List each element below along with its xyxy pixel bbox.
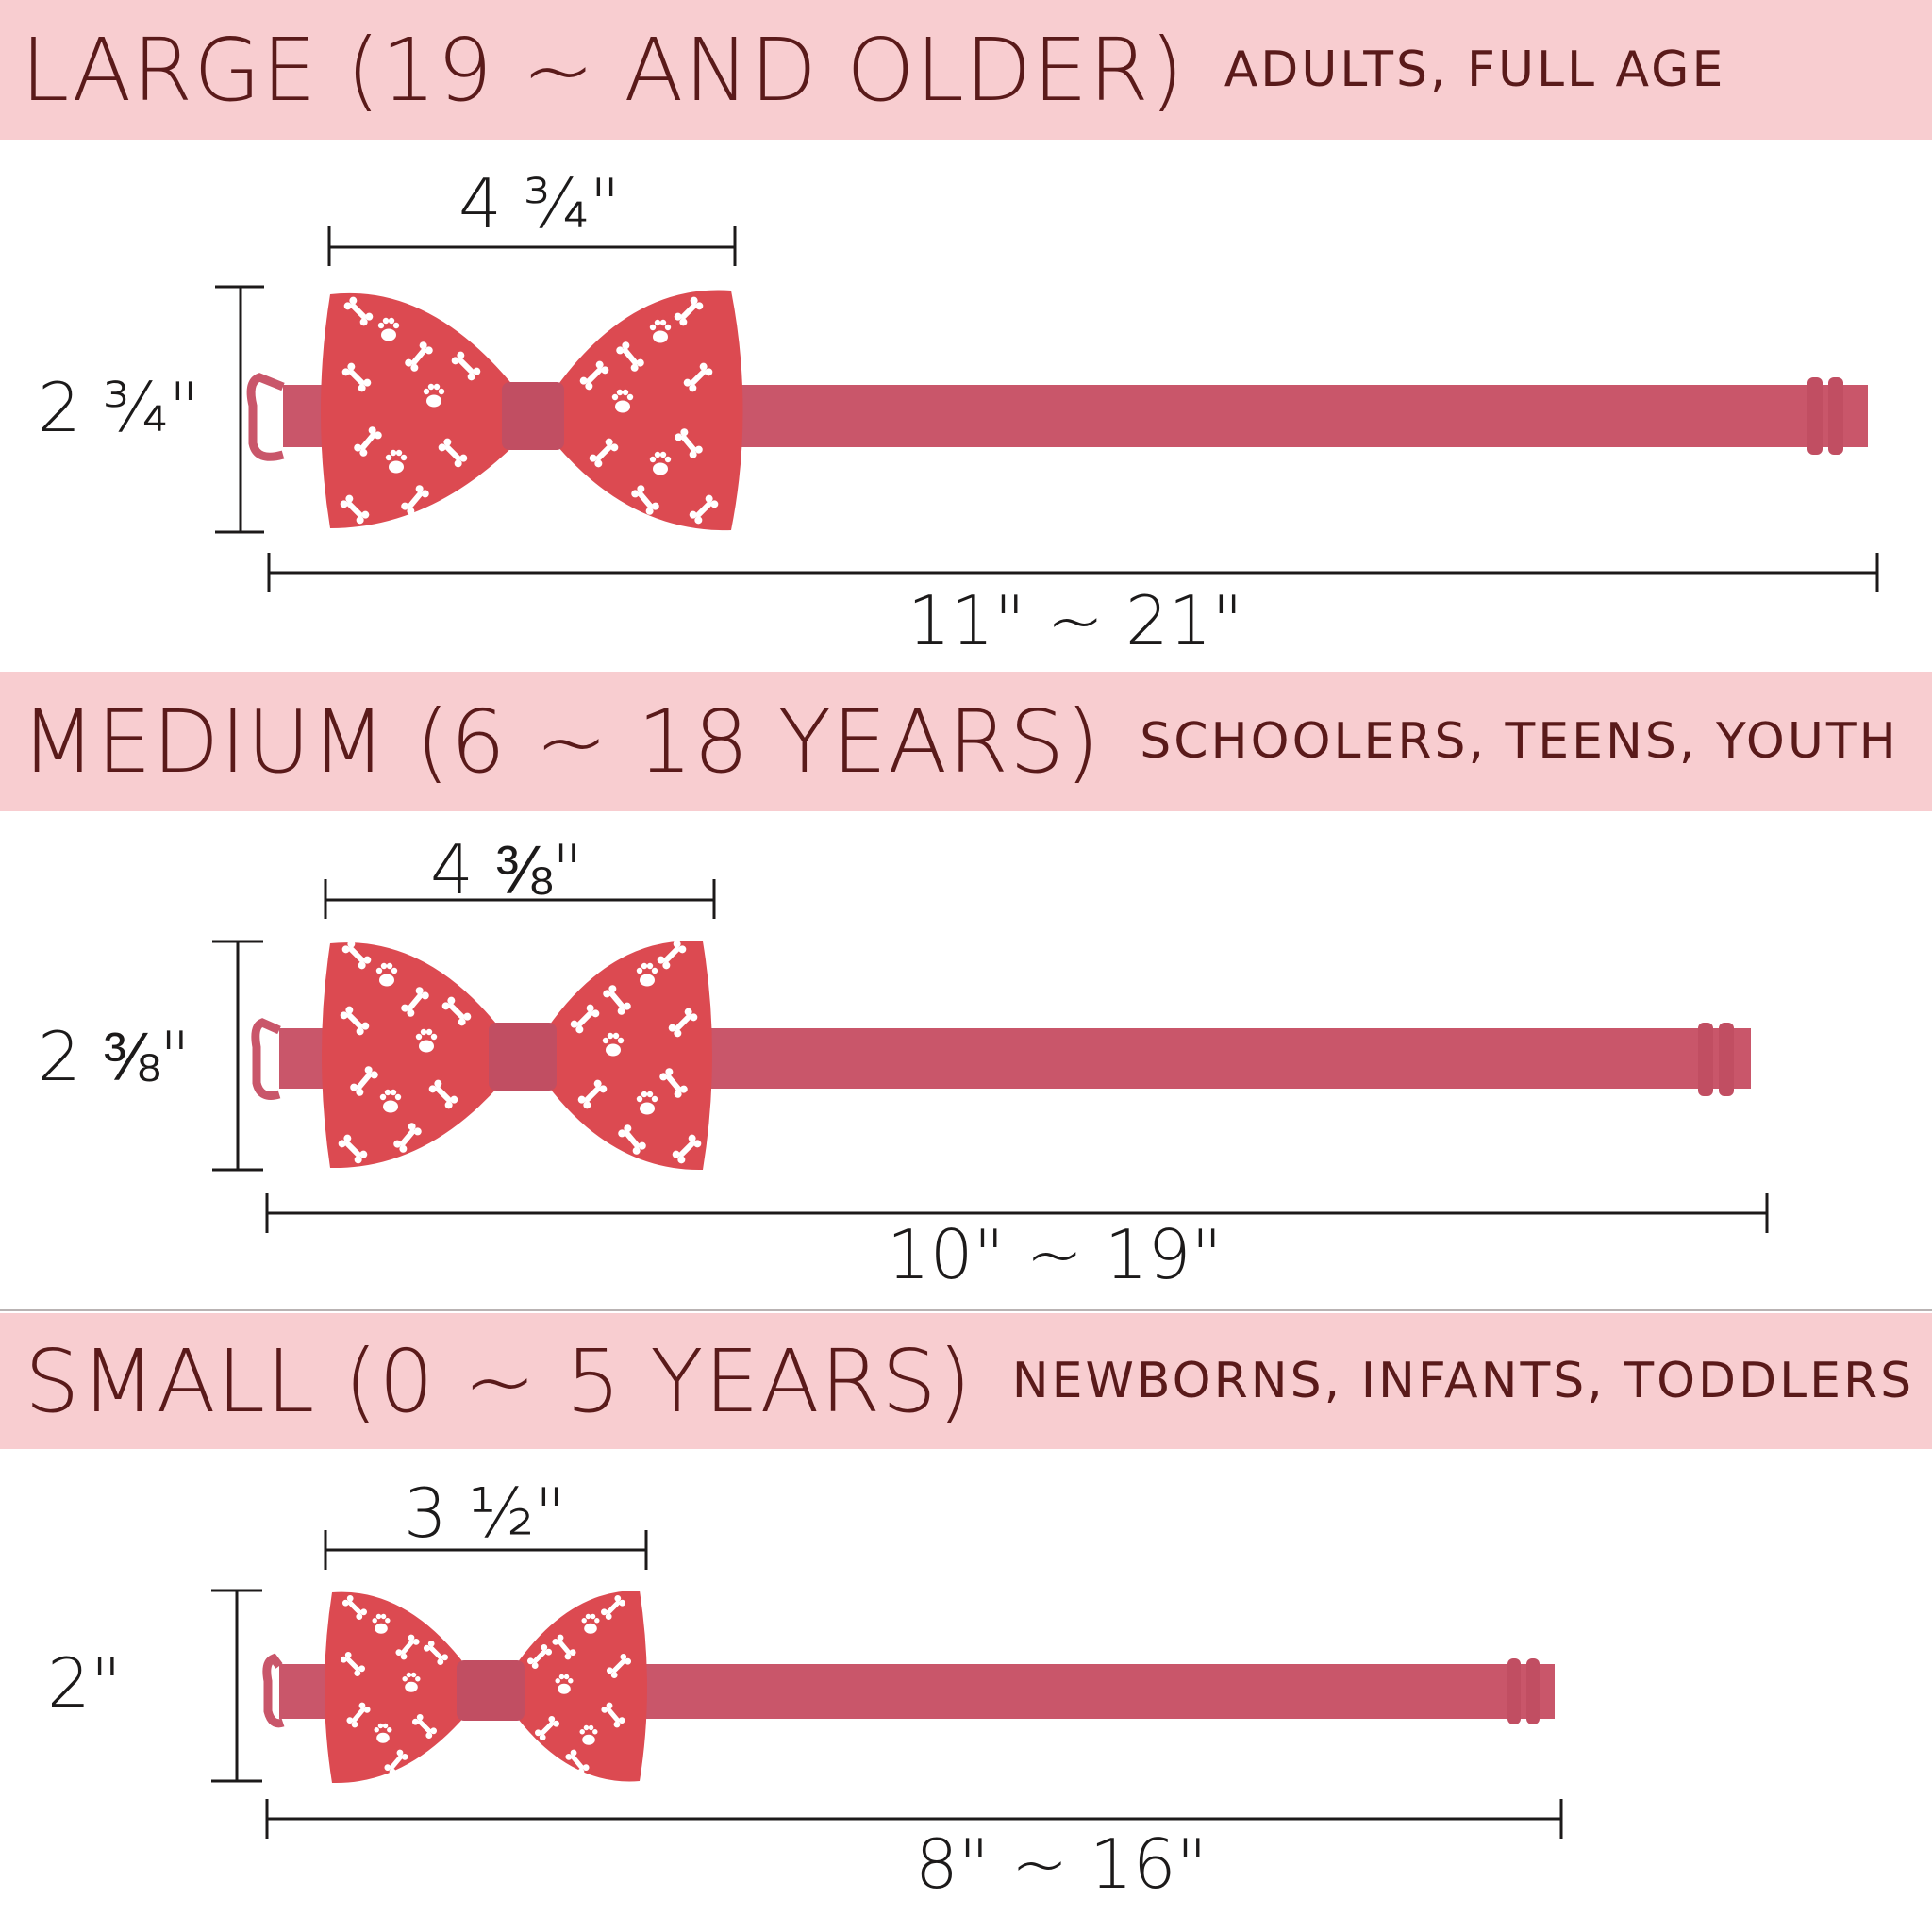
size-band-small: SMALL (0 ~ 5 YEARS) NEWBORNS, INFANTS, T…	[0, 1313, 1932, 1449]
hook-clasp-icon	[262, 1653, 285, 1728]
bow-tie-medium	[212, 879, 1769, 1233]
bow-right-wing	[557, 290, 743, 531]
bow-right-wing	[547, 941, 712, 1171]
bow-tie-large	[215, 226, 1879, 592]
bow-knot	[489, 1023, 557, 1091]
size-title: LARGE (19 ~ AND OLDER)	[21, 19, 1185, 121]
size-subtitle: SCHOOLERS, TEENS, YOUTH	[1140, 713, 1899, 770]
bow-height-dimension-line	[215, 285, 264, 534]
bow-height-label: 2 ⅜"	[38, 1017, 191, 1096]
strap-length-dimension-line	[265, 1799, 1563, 1839]
slider-buckle-icon	[1507, 1658, 1540, 1724]
bow-left-wing	[325, 1591, 466, 1784]
bow-knot	[457, 1660, 525, 1721]
slider-buckle-icon	[1807, 377, 1843, 455]
size-band-large: LARGE (19 ~ AND OLDER) ADULTS, FULL AGE	[0, 0, 1932, 140]
bow-height-dimension-line	[211, 1589, 262, 1783]
strap-length-label: 8" ~ 16"	[915, 1824, 1208, 1904]
slider-buckle-icon	[1698, 1023, 1734, 1096]
bow-knot	[502, 382, 564, 450]
bow-width-label: 4 ⅜"	[430, 830, 583, 909]
bow-height-dimension-line	[212, 940, 263, 1172]
size-title: MEDIUM (6 ~ 18 YEARS)	[21, 691, 1101, 792]
bow-left-wing	[321, 292, 514, 528]
bow-tie-small	[211, 1530, 1563, 1839]
bow-width-label: 3 ½"	[404, 1474, 566, 1553]
bow-left-wing	[322, 942, 500, 1169]
bow-width-dimension-line	[324, 1530, 648, 1570]
size-subtitle: ADULTS, FULL AGE	[1224, 42, 1726, 98]
bow-width-dimension-line	[327, 226, 737, 266]
bow-width-label: 4 ¾"	[458, 164, 621, 243]
bow-width-dimension-line	[324, 879, 716, 919]
strap-length-dimension-line	[265, 1193, 1769, 1233]
bow-right-wing	[515, 1590, 647, 1782]
strap-length-label: 10" ~ 19"	[887, 1215, 1223, 1294]
bow-height-label: 2"	[47, 1643, 122, 1723]
strap-length-dimension-line	[267, 553, 1879, 592]
size-subtitle: NEWBORNS, INFANTS, TODDLERS	[1011, 1353, 1915, 1409]
size-band-medium: MEDIUM (6 ~ 18 YEARS) SCHOOLERS, TEENS, …	[0, 672, 1932, 811]
strap-length-label: 11" ~ 21"	[908, 581, 1243, 660]
size-title: SMALL (0 ~ 5 YEARS)	[25, 1330, 973, 1432]
hook-clasp-icon	[251, 1018, 281, 1100]
bow-height-label: 2 ¾"	[38, 368, 200, 447]
section-divider	[0, 1309, 1932, 1311]
hook-clasp-icon	[246, 373, 285, 461]
